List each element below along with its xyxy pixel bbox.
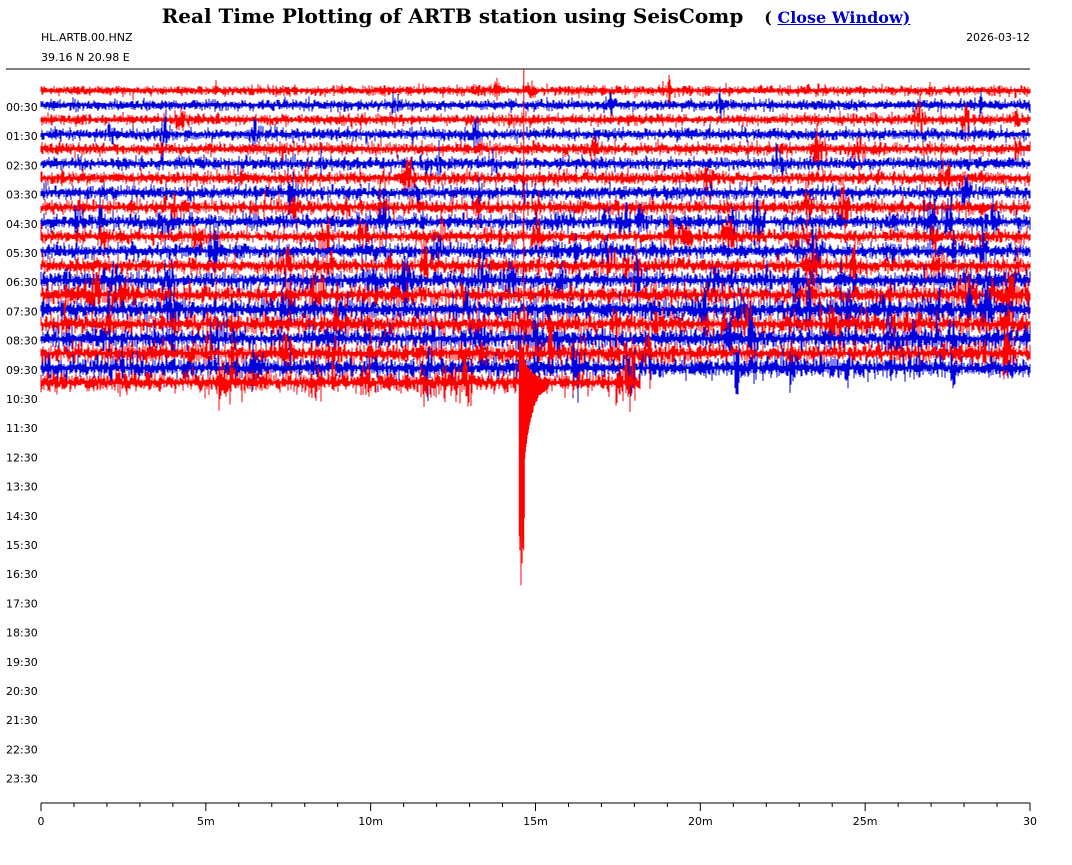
y-tick-label: 01:30 — [6, 130, 38, 143]
y-tick-label: 14:30 — [6, 510, 38, 523]
y-tick-label: 18:30 — [6, 627, 38, 640]
y-tick-label: 23:30 — [6, 773, 38, 786]
page-title: Real Time Plotting of ARTB station using… — [161, 4, 744, 28]
y-tick-label: 15:30 — [6, 539, 38, 552]
y-tick-label: 12:30 — [6, 451, 38, 464]
y-tick-label: 04:30 — [6, 218, 38, 231]
y-tick-label: 02:30 — [6, 159, 38, 172]
trace-row — [40, 312, 1031, 389]
y-tick-label: 22:30 — [6, 743, 38, 756]
x-axis: 0 5m 10m 15m 20m 25m 30 — [38, 802, 1037, 828]
x-tick-label: 25m — [853, 815, 878, 828]
x-tick-label: 15m — [523, 815, 548, 828]
x-tick-label: 5m — [197, 815, 215, 828]
y-tick-label: 09:30 — [6, 364, 38, 377]
y-tick-label: 19:30 — [6, 656, 38, 669]
event-waveform — [518, 69, 550, 586]
x-tick-label: 30 — [1023, 815, 1037, 828]
close-window-wrapper: ( Close Window) — [764, 8, 910, 27]
y-tick-label: 10:30 — [6, 393, 38, 406]
page-header: Real Time Plotting of ARTB station using… — [0, 4, 1072, 28]
y-tick-label: 05:30 — [6, 247, 38, 260]
trace-row — [40, 75, 1031, 109]
y-tick-label: 17:30 — [6, 597, 38, 610]
y-tick-label: 03:30 — [6, 189, 38, 202]
trace-row — [40, 109, 1031, 165]
trace-row — [40, 176, 1031, 249]
y-tick-label: 06:30 — [6, 276, 38, 289]
trace-row — [40, 89, 1031, 125]
trace-row — [40, 191, 1031, 256]
close-open-paren: ( — [764, 8, 772, 27]
trace-row — [40, 93, 1031, 142]
x-tick-label: 0 — [38, 815, 45, 828]
y-tick-label: 13:30 — [6, 481, 38, 494]
trace-row — [40, 333, 1031, 403]
close-window-link[interactable]: Close Window) — [777, 8, 911, 27]
trace-row — [40, 337, 641, 413]
trace-row — [40, 252, 1031, 312]
y-tick-label: 16:30 — [6, 568, 38, 581]
trace-row — [40, 206, 1031, 264]
plot-date: 2026-03-12 — [966, 31, 1030, 44]
trace-row — [40, 297, 1031, 359]
trace-row — [40, 123, 1031, 174]
trace-row — [40, 230, 1031, 306]
y-tick-label: 08:30 — [6, 335, 38, 348]
trace-row — [40, 217, 1031, 277]
y-tick-labels: 00:30 01:30 02:30 03:30 04:30 05:30 06:30 07:30… — [6, 101, 38, 786]
trace-row — [40, 260, 1031, 363]
trace-row — [40, 140, 1031, 182]
trace-row — [40, 171, 1031, 216]
traces-group — [40, 69, 1031, 586]
y-tick-label: 07:30 — [6, 305, 38, 318]
y-tick-label: 20:30 — [6, 685, 38, 698]
x-tick-label: 20m — [688, 815, 713, 828]
y-tick-label: 21:30 — [6, 714, 38, 727]
y-tick-label: 11:30 — [6, 422, 38, 435]
station-coords: 39.16 N 20.98 E — [41, 51, 130, 64]
station-code: HL.ARTB.00.HNZ — [41, 31, 133, 44]
trace-row — [40, 156, 1031, 209]
y-tick-label: 00:30 — [6, 101, 38, 114]
x-tick-label: 10m — [358, 815, 383, 828]
